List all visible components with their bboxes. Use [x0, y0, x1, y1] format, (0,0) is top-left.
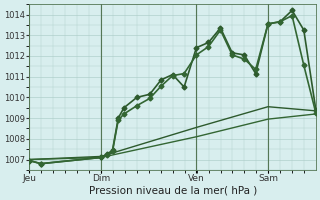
- X-axis label: Pression niveau de la mer( hPa ): Pression niveau de la mer( hPa ): [89, 186, 257, 196]
